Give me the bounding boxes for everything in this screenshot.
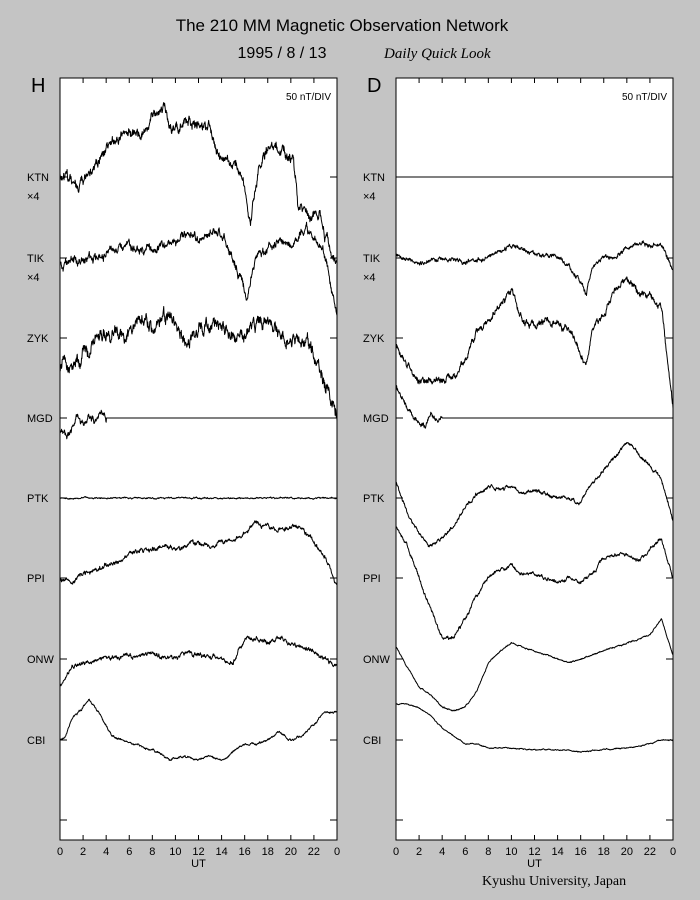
x-tick-label: 18: [598, 846, 610, 858]
x-tick-label: 2: [416, 846, 422, 858]
trace-h-onw: [59, 635, 338, 687]
x-tick-label: 20: [621, 846, 633, 858]
station-label-mgd: MGD: [363, 413, 389, 425]
station-label-mgd: MGD: [27, 413, 53, 425]
trace-d-mgd: [395, 385, 674, 429]
station-multiplier: ×4: [27, 272, 40, 284]
x-tick-label: 6: [462, 846, 468, 858]
trace-d-ppi: [395, 526, 674, 640]
x-tick-label: 22: [644, 846, 656, 858]
trace-d-tik: [395, 240, 674, 296]
quick-look-subtitle: Daily Quick Look: [383, 46, 491, 62]
station-multiplier: ×4: [363, 191, 376, 203]
station-label-ktn: KTN: [363, 172, 385, 184]
x-tick-label: 4: [103, 846, 109, 858]
trace-h-cbi: [59, 698, 338, 761]
trace-d-zyk: [395, 276, 674, 409]
station-label-ppi: PPI: [27, 573, 45, 585]
trace-d-ptk: [395, 442, 674, 548]
station-multiplier: ×4: [27, 191, 40, 203]
station-label-ptk: PTK: [27, 493, 49, 505]
x-tick-label: 16: [575, 846, 587, 858]
x-tick-label: 12: [528, 846, 540, 858]
station-label-tik: TIK: [27, 253, 45, 265]
plot-area-h: [59, 77, 338, 841]
x-tick-label: 14: [551, 846, 563, 858]
station-label-ktn: KTN: [27, 172, 49, 184]
station-label-ppi: PPI: [363, 573, 381, 585]
scale-label: 50 nT/DIV: [622, 92, 667, 103]
station-label-ptk: PTK: [363, 493, 385, 505]
station-label-cbi: CBI: [363, 735, 381, 747]
figure-title: The 210 MM Magnetic Observation Network: [176, 16, 509, 35]
component-label-h: H: [31, 75, 45, 97]
x-tick-label: 0: [57, 846, 63, 858]
x-tick-label: 10: [505, 846, 517, 858]
trace-h-tik: [59, 221, 338, 316]
x-tick-label: 18: [262, 846, 274, 858]
x-tick-label: 14: [215, 846, 227, 858]
x-tick-label: 8: [485, 846, 491, 858]
x-tick-label: 0: [334, 846, 340, 858]
observation-date: 1995 / 8 / 13: [238, 45, 327, 62]
x-axis-label: UT: [527, 858, 542, 870]
x-tick-label: 8: [149, 846, 155, 858]
component-label-d: D: [367, 75, 381, 97]
trace-h-zyk: [59, 306, 338, 421]
x-tick-label: 0: [393, 846, 399, 858]
station-label-onw: ONW: [363, 654, 391, 666]
x-tick-label: 10: [169, 846, 181, 858]
station-label-cbi: CBI: [27, 735, 45, 747]
x-tick-label: 2: [80, 846, 86, 858]
x-tick-label: 4: [439, 846, 445, 858]
trace-d-cbi: [395, 702, 674, 753]
trace-h-ptk: [59, 496, 338, 500]
plot-area-d: [395, 77, 674, 841]
x-tick-label: 6: [126, 846, 132, 858]
station-label-onw: ONW: [27, 654, 55, 666]
trace-h-mgd: [59, 409, 338, 440]
credit-label: Kyushu University, Japan: [482, 874, 626, 889]
station-multiplier: ×4: [363, 272, 376, 284]
station-label-zyk: ZYK: [363, 333, 385, 345]
station-label-tik: TIK: [363, 253, 381, 265]
panel-d: D 50 nT/DIV KTN ×4 TIK ×4 ZYK MGD PTK PPI ONW CBI 0 2…: [363, 75, 676, 870]
x-axis-label: UT: [191, 858, 206, 870]
trace-d-onw: [395, 618, 674, 712]
station-label-zyk: ZYK: [27, 333, 49, 345]
trace-h-ktn: [59, 102, 338, 265]
panel-h: H 50 nT/DIV KTN ×4 TIK ×4 ZYK MGD PTK PPI ONW CBI 0 2…: [27, 75, 340, 870]
x-tick-label: 12: [192, 846, 204, 858]
x-tick-label: 0: [670, 846, 676, 858]
x-tick-label: 16: [239, 846, 251, 858]
trace-h-ppi: [59, 520, 338, 586]
x-tick-label: 20: [285, 846, 297, 858]
scale-label: 50 nT/DIV: [286, 92, 331, 103]
x-tick-label: 22: [308, 846, 320, 858]
